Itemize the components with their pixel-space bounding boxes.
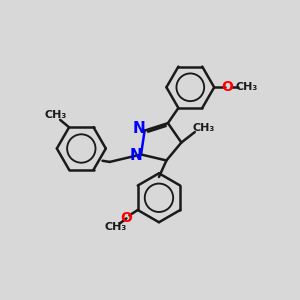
Text: CH₃: CH₃ (104, 222, 127, 232)
Text: O: O (221, 80, 233, 94)
Text: CH₃: CH₃ (236, 82, 258, 92)
Text: CH₃: CH₃ (193, 123, 215, 133)
Text: O: O (121, 212, 132, 225)
Text: N: N (133, 121, 146, 136)
Text: CH₃: CH₃ (44, 110, 67, 120)
Text: N: N (129, 148, 142, 164)
